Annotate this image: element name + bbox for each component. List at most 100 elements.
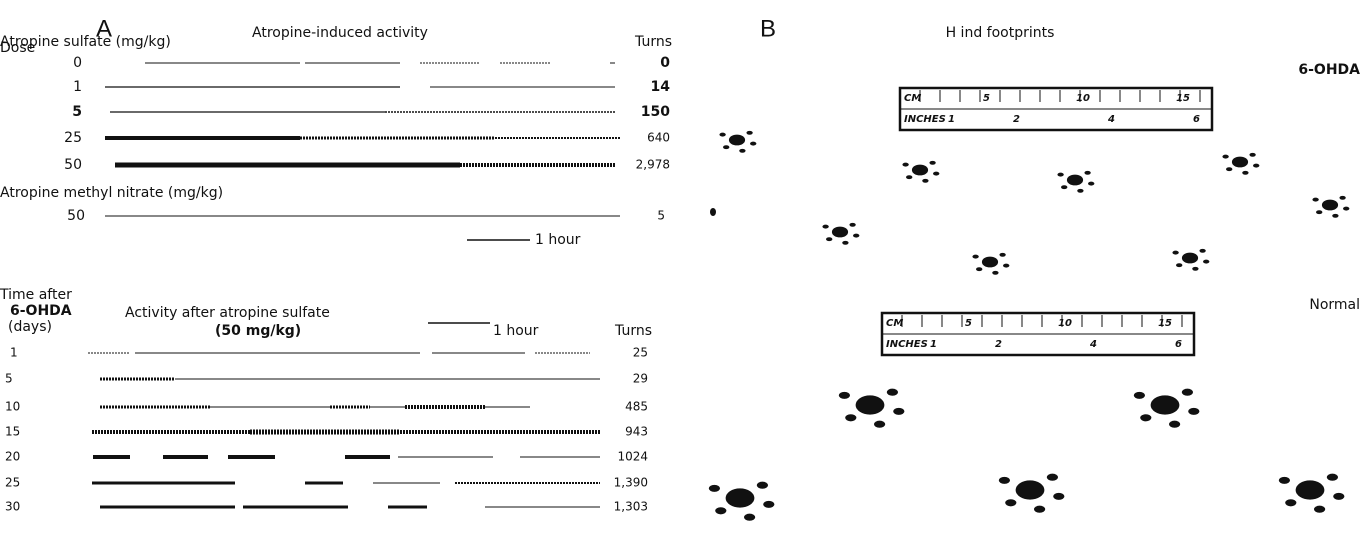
dose-label: (50 mg/kg) — [215, 323, 301, 339]
footprint-toe — [1314, 505, 1326, 513]
footprint-toe — [933, 171, 940, 176]
group-label: Atropine sulfate (mg/kg) — [0, 34, 171, 50]
days-label: (days) — [8, 319, 52, 335]
footprint-toe — [1332, 213, 1339, 218]
dose-label: 50 — [64, 157, 82, 173]
footprint-toe — [1046, 473, 1058, 481]
footprint-toe — [849, 222, 856, 227]
dose-label: 0 — [73, 55, 82, 71]
footprint-toe — [1169, 420, 1181, 428]
footprint — [1231, 156, 1249, 168]
footprint-toe — [842, 240, 849, 245]
footprint-toe — [845, 414, 857, 422]
footprint-toe — [992, 270, 999, 275]
footprint-toe — [739, 148, 746, 153]
footprint-toe — [886, 388, 899, 396]
footprint-toe — [822, 224, 829, 229]
footprint — [911, 164, 929, 176]
ruler-mark: 10 — [1058, 318, 1072, 329]
footprint-toe — [893, 407, 905, 415]
footprint-toe — [902, 162, 909, 167]
footprint-toe — [1034, 505, 1046, 513]
day-label: 20 — [5, 450, 20, 464]
footprint-toe — [1057, 172, 1064, 177]
footprint-toe — [746, 130, 753, 135]
footprint-toe — [1242, 170, 1249, 175]
footprint — [725, 488, 755, 508]
ruler-mark: 10 — [1076, 93, 1090, 104]
footprint-toe — [1061, 185, 1068, 190]
footprint-toe — [756, 481, 769, 489]
footprint — [728, 134, 746, 146]
footprint-toe — [763, 500, 775, 508]
footprint-toe — [922, 178, 929, 183]
footprint-toe — [1316, 210, 1323, 215]
ruler-mark: 1 — [948, 114, 955, 125]
turns-value: 1,303 — [614, 500, 648, 514]
group-label: 6-OHDA — [1298, 62, 1360, 78]
footprint — [831, 226, 849, 238]
panel-title: H ind footprints — [946, 25, 1055, 41]
ruler-mark: 15 — [1158, 318, 1172, 329]
ruler-mark: 6 — [1193, 114, 1200, 125]
panel-title: Activity after atropine sulfate — [125, 305, 330, 321]
turns-value: 485 — [625, 400, 648, 414]
footprint-toe — [1188, 407, 1200, 415]
turns-value: 25 — [633, 346, 648, 360]
turns-value: 5 — [657, 209, 665, 223]
turns-value: 0 — [660, 55, 670, 71]
footprint — [1181, 252, 1199, 264]
footprint-toe — [1278, 476, 1290, 484]
ruler-inches: INCHES — [886, 339, 928, 350]
dose-label: 50 — [67, 208, 85, 224]
group-label: Normal — [1309, 297, 1360, 313]
footprint-toe — [853, 233, 860, 238]
footprint-toe — [1285, 499, 1297, 507]
footprint-toe — [1005, 499, 1017, 507]
footprint-toe — [1084, 170, 1091, 175]
footprint — [1321, 199, 1339, 211]
turns-value: 1024 — [617, 450, 648, 464]
footprint-toe — [1077, 188, 1084, 193]
footprint-toe — [1133, 391, 1145, 399]
footprint-toe — [1253, 163, 1260, 168]
footprint-toe — [999, 252, 1006, 257]
ruler-mark: 6 — [1175, 339, 1182, 350]
footprint-toe — [1181, 388, 1193, 396]
footprint-toe — [1192, 266, 1199, 271]
turns-value: 14 — [651, 79, 671, 95]
day-label: 30 — [5, 500, 20, 514]
ruler-mark: 2 — [1013, 114, 1020, 125]
turns-value: 640 — [647, 131, 670, 145]
footprint-toe — [1203, 259, 1210, 264]
footprint-toe — [1312, 197, 1319, 202]
dose-label: 25 — [64, 130, 82, 146]
footprint-toe — [750, 141, 757, 146]
day-label: 5 — [5, 372, 13, 386]
footprint-toe — [1172, 250, 1179, 255]
turns-value: 29 — [633, 372, 648, 386]
footprint-toe — [874, 420, 886, 428]
footprint-toe — [1226, 167, 1233, 172]
footprint — [1015, 480, 1045, 500]
time-label: Time after — [0, 287, 72, 303]
footprint — [855, 395, 885, 415]
footprint — [981, 256, 999, 268]
ruler-mark: 4 — [1107, 114, 1115, 125]
footprint-toe — [1176, 263, 1183, 268]
scale-label: 1 hour — [535, 232, 581, 248]
footprint-toe — [715, 507, 727, 515]
dose-label: 1 — [73, 79, 82, 95]
day-label: 15 — [5, 425, 20, 439]
turns-value: 1,390 — [614, 476, 648, 490]
footprint-toe — [744, 513, 756, 521]
footprint-toe — [1140, 414, 1152, 422]
ruler-mark: 1 — [930, 339, 937, 350]
footprint — [1066, 174, 1084, 186]
ruler-cm: CM — [904, 93, 921, 104]
footprint-toe — [1053, 492, 1065, 500]
footprint-toe — [906, 175, 913, 180]
scale-label: 1 hour — [493, 323, 539, 339]
ruler-mark: 4 — [1089, 339, 1097, 350]
